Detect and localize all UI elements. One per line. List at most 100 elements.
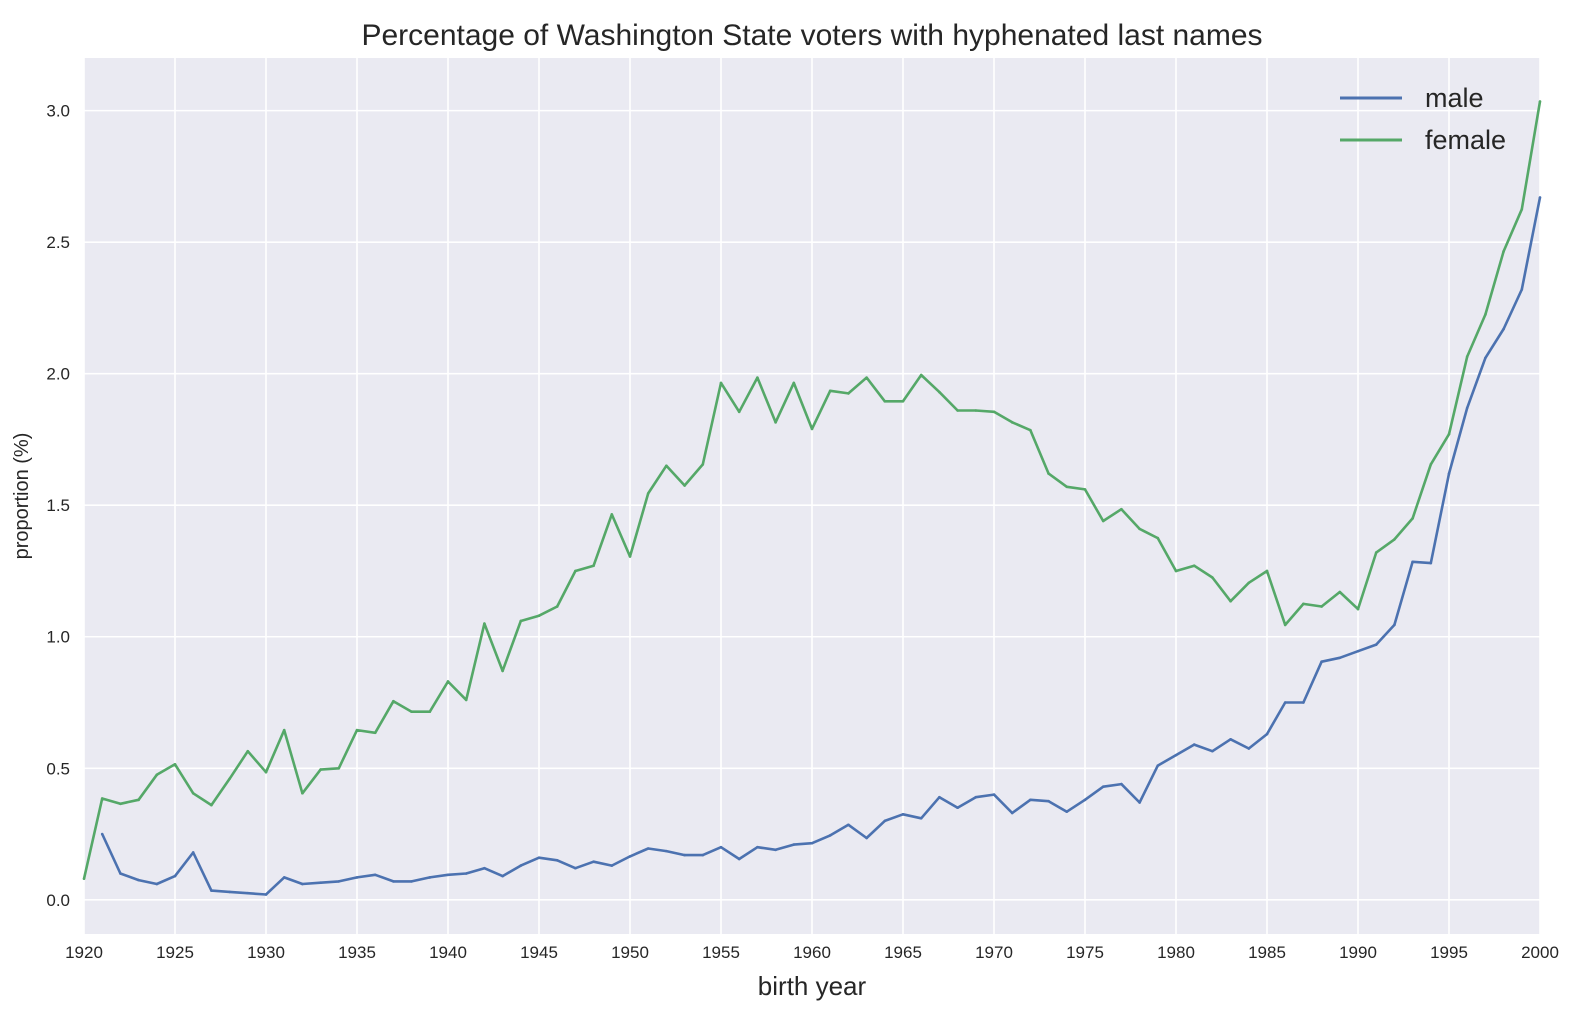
data-point-female bbox=[919, 373, 923, 377]
data-point-female bbox=[901, 399, 905, 403]
data-point-male bbox=[1029, 798, 1032, 802]
data-point-female bbox=[1356, 607, 1360, 611]
y-tick-label: 2.0 bbox=[46, 365, 70, 384]
data-point-male bbox=[282, 876, 286, 879]
legend-label-female: female bbox=[1425, 125, 1506, 155]
x-tick-label: 1925 bbox=[156, 943, 194, 962]
data-point-female bbox=[228, 777, 231, 781]
data-point-female bbox=[1083, 488, 1087, 491]
data-point-male bbox=[264, 893, 268, 896]
data-point-female bbox=[610, 513, 614, 516]
data-point-female bbox=[956, 409, 959, 412]
data-point-female bbox=[137, 798, 140, 802]
legend: male female bbox=[1340, 83, 1506, 155]
data-point-female bbox=[701, 463, 705, 466]
data-point-male bbox=[373, 873, 377, 877]
data-point-male bbox=[410, 880, 413, 883]
data-point-male bbox=[701, 853, 705, 857]
y-tick-label: 1.0 bbox=[46, 628, 70, 647]
data-point-female bbox=[1065, 485, 1069, 489]
data-point-male bbox=[1538, 196, 1542, 199]
data-point-female bbox=[719, 381, 723, 385]
data-point-female bbox=[355, 728, 359, 732]
data-point-male bbox=[1320, 660, 1323, 664]
data-point-female bbox=[1538, 100, 1542, 103]
data-point-female bbox=[191, 791, 195, 795]
data-point-female bbox=[392, 699, 395, 703]
data-point-female bbox=[665, 464, 668, 468]
data-point-female bbox=[1302, 602, 1305, 606]
data-point-female bbox=[1429, 463, 1433, 466]
x-tick-label: 1930 bbox=[247, 943, 285, 962]
data-point-female bbox=[756, 376, 759, 379]
data-point-female bbox=[810, 427, 814, 431]
data-point-male bbox=[119, 872, 122, 875]
data-point-female bbox=[464, 698, 468, 702]
data-point-female bbox=[264, 770, 268, 774]
x-tick-label: 1990 bbox=[1339, 943, 1377, 962]
data-point-male bbox=[756, 845, 759, 849]
data-point-male bbox=[1393, 623, 1396, 627]
data-point-male bbox=[246, 891, 250, 895]
data-point-male bbox=[574, 866, 577, 870]
data-point-male bbox=[774, 848, 777, 852]
data-point-female bbox=[155, 773, 159, 777]
x-tick-label: 1995 bbox=[1430, 943, 1468, 962]
data-point-female bbox=[210, 803, 213, 807]
data-point-male bbox=[337, 880, 341, 883]
data-point-male bbox=[173, 874, 177, 878]
data-point-female bbox=[410, 710, 413, 714]
y-tick-label: 2.5 bbox=[46, 233, 70, 252]
data-point-male bbox=[737, 857, 741, 861]
data-point-female bbox=[1120, 507, 1123, 511]
grid-lines bbox=[83, 58, 1541, 934]
data-point-male bbox=[1138, 801, 1141, 804]
data-point-male bbox=[319, 881, 322, 885]
x-tick-label: 1920 bbox=[65, 943, 103, 962]
data-point-female bbox=[1138, 527, 1141, 531]
data-point-male bbox=[137, 878, 140, 882]
y-axis-label: proportion (%) bbox=[11, 433, 33, 560]
x-tick-label: 1950 bbox=[611, 943, 649, 962]
data-point-female bbox=[483, 622, 486, 625]
data-point-male bbox=[155, 882, 159, 886]
data-point-female bbox=[883, 399, 887, 403]
x-axis-label: birth year bbox=[758, 971, 867, 1001]
data-point-female bbox=[446, 680, 450, 683]
data-point-male bbox=[1374, 643, 1378, 646]
data-point-male bbox=[464, 872, 468, 875]
data-point-female bbox=[847, 392, 850, 395]
data-point-male bbox=[1302, 701, 1305, 704]
x-tick-label: 1940 bbox=[429, 943, 467, 962]
data-point-female bbox=[246, 749, 250, 753]
data-point-female bbox=[1247, 581, 1251, 585]
data-point-male bbox=[956, 806, 959, 810]
data-point-male bbox=[628, 855, 632, 858]
data-point-female bbox=[737, 410, 741, 414]
y-tick-label: 3.0 bbox=[46, 102, 70, 121]
data-point-male bbox=[828, 834, 832, 837]
data-point-male bbox=[938, 795, 941, 799]
data-point-female bbox=[1192, 564, 1196, 568]
x-tick-label: 1945 bbox=[520, 943, 558, 962]
data-point-female bbox=[1484, 313, 1487, 316]
data-point-female bbox=[828, 389, 832, 393]
data-point-female bbox=[82, 877, 86, 881]
data-point-female bbox=[301, 791, 304, 795]
data-point-male bbox=[1120, 782, 1123, 786]
data-point-male bbox=[191, 851, 195, 854]
data-point-male bbox=[974, 795, 978, 799]
data-point-female bbox=[1338, 590, 1342, 594]
data-point-male bbox=[228, 890, 231, 894]
data-point-female bbox=[574, 569, 577, 573]
data-point-male bbox=[392, 880, 395, 883]
series-lines bbox=[82, 100, 1542, 896]
data-point-male bbox=[592, 860, 595, 863]
data-point-female bbox=[1447, 432, 1451, 436]
series-line-male bbox=[101, 197, 1542, 896]
data-point-male bbox=[847, 823, 850, 827]
data-point-male bbox=[683, 853, 686, 857]
data-point-female bbox=[1229, 599, 1232, 603]
data-point-female bbox=[792, 381, 796, 385]
data-point-male bbox=[719, 845, 723, 849]
